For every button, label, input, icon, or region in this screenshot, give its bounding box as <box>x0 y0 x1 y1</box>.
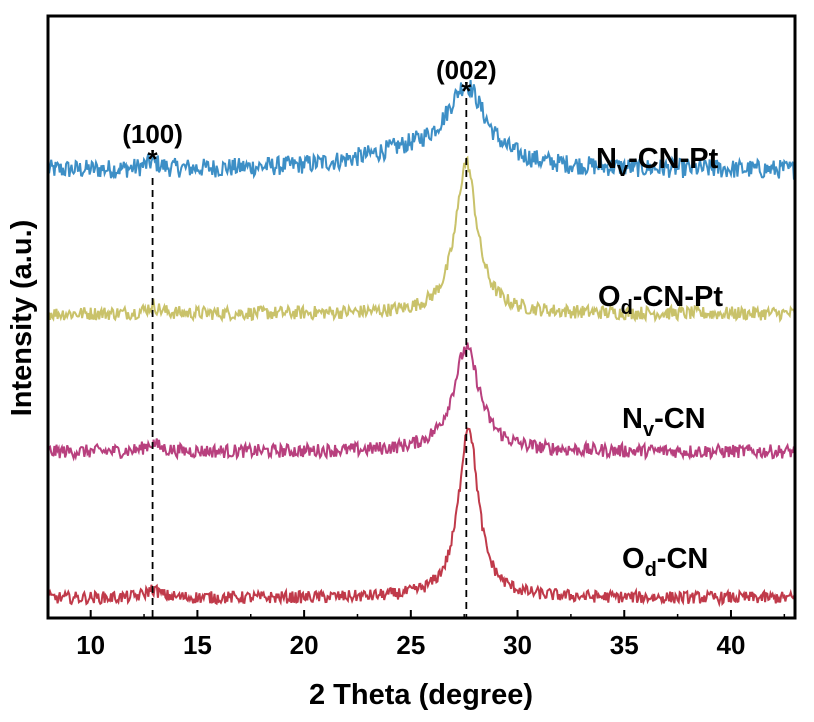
series-line-0 <box>47 80 796 180</box>
annotation-marker-1: * <box>461 76 472 106</box>
annotation-label-1: (002) <box>436 55 497 85</box>
series-line-2 <box>47 342 796 462</box>
reference-lines <box>151 98 468 618</box>
series-label-1: Od-CN-Pt <box>598 281 723 319</box>
series-layer <box>47 80 796 608</box>
x-tick-label-30: 30 <box>503 630 532 660</box>
x-axis-ticks: 10 15 20 25 30 35 40 <box>76 610 786 660</box>
series-label-3: Od-CN <box>622 543 708 581</box>
x-tick-label-40: 40 <box>717 630 746 660</box>
x-tick-label-20: 20 <box>290 630 319 660</box>
annotation-marker-0: * <box>148 144 159 174</box>
series-label-0: Nv-CN-Pt <box>596 143 719 181</box>
plot-frame <box>46 14 797 620</box>
peak-annotations: (100)*(002)* <box>122 55 496 174</box>
x-tick-label-10: 10 <box>76 630 105 660</box>
x-axis-title: 2 Theta (degree) <box>309 679 533 711</box>
series-label-2: Nv-CN <box>622 403 706 441</box>
x-tick-label-25: 25 <box>396 630 425 660</box>
series-line-3 <box>47 427 796 608</box>
y-axis-title: Intensity (a.u.) <box>6 220 38 417</box>
x-tick-label-15: 15 <box>183 630 212 660</box>
series-line-1 <box>47 155 796 324</box>
series-labels: Nv-CN-Pt Od-CN-Pt Nv-CN Od-CN <box>596 143 723 581</box>
annotation-label-0: (100) <box>122 119 183 149</box>
x-tick-label-35: 35 <box>610 630 639 660</box>
